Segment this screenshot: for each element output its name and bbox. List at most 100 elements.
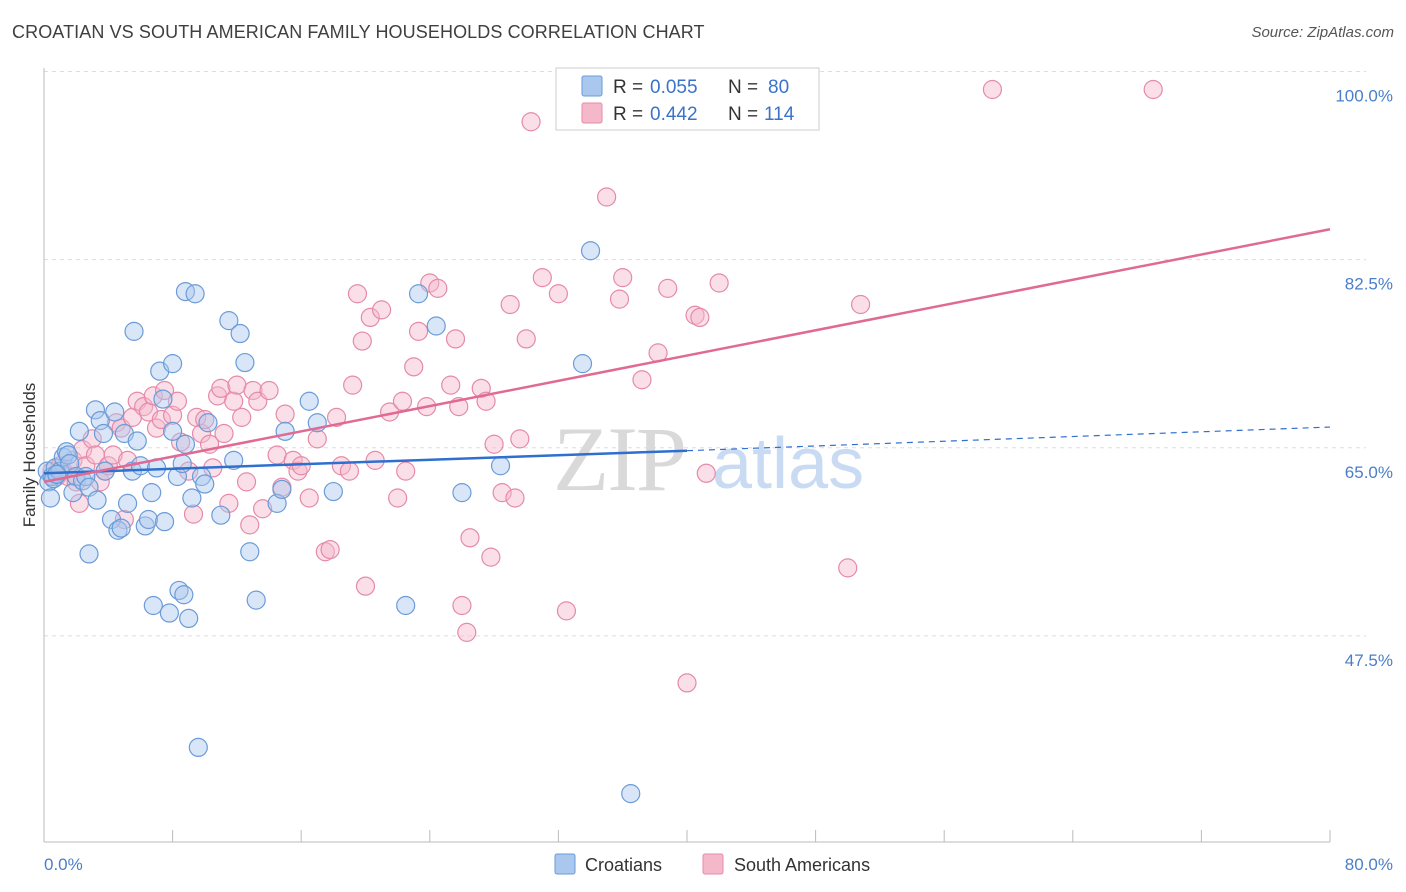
south-americans-point — [243, 380, 263, 401]
south-americans-point — [838, 558, 858, 578]
south-americans-point — [392, 391, 413, 411]
south-americans-point — [851, 294, 871, 315]
croatians-point — [111, 518, 131, 538]
croatians-point — [580, 241, 601, 261]
trendlines — [43, 228, 1331, 484]
croatians-point — [69, 421, 89, 441]
croatians-point — [153, 389, 173, 409]
south-americans-point — [240, 515, 260, 535]
croatians-point — [143, 595, 163, 616]
south-americans-point — [171, 432, 191, 452]
bottom-legend: Croatians South Americans — [554, 853, 870, 875]
south-americans-point — [103, 445, 123, 465]
croatians-point — [163, 421, 183, 441]
south-americans-point — [521, 112, 541, 132]
x-tick-label-max: 80.0% — [1345, 855, 1393, 874]
croatians-point — [138, 509, 159, 530]
legend-swatch-croatians — [581, 75, 603, 97]
croatians-trendline-extension — [686, 426, 1331, 452]
south-americans-point — [151, 409, 171, 430]
south-americans-trendline — [43, 228, 1331, 484]
croatians-point — [159, 603, 179, 623]
watermark: ZIP atlas — [553, 408, 864, 510]
south-americans-point — [982, 79, 1003, 100]
south-americans-point — [510, 429, 530, 449]
south-americans-point — [408, 321, 429, 341]
south-americans-point — [315, 542, 335, 562]
south-americans-point — [195, 409, 215, 430]
legend-n-value-croatians: 80 — [768, 77, 789, 98]
croatians-point — [396, 595, 416, 616]
south-americans-point — [500, 294, 520, 315]
south-americans-point — [339, 461, 360, 481]
croatians-point — [408, 284, 429, 304]
south-americans-point — [291, 456, 311, 476]
south-americans-points — [42, 79, 1163, 693]
south-americans-point — [1143, 79, 1163, 100]
croatians-point — [211, 505, 231, 525]
south-americans-point — [355, 576, 376, 596]
south-americans-point — [253, 499, 273, 519]
croatians-point — [154, 512, 175, 532]
watermark-atlas: atlas — [712, 424, 864, 504]
south-americans-point — [481, 547, 501, 567]
south-americans-point — [275, 404, 295, 424]
south-americans-point — [288, 461, 308, 481]
south-americans-point — [658, 278, 678, 298]
bottom-legend-swatch-south-americans — [702, 853, 724, 875]
legend-r-value-croatians: 0.055 — [650, 77, 698, 98]
legend-swatch-south-americans — [581, 102, 603, 124]
croatians-point — [105, 402, 125, 422]
bottom-legend-south-americans: South Americans — [734, 855, 870, 875]
watermark-zip: ZIP — [553, 408, 685, 510]
croatians-point — [219, 311, 239, 331]
x-tick-label-min: 0.0% — [44, 855, 83, 874]
south-americans-point — [457, 622, 477, 642]
croatians-point — [117, 493, 138, 513]
south-americans-point — [267, 445, 287, 465]
croatians-point — [124, 321, 144, 341]
croatians-point — [85, 400, 106, 420]
south-americans-point — [236, 472, 257, 492]
south-americans-point — [505, 488, 525, 508]
croatians-point — [275, 421, 295, 441]
croatians-trendline — [43, 449, 688, 475]
south-americans-point — [360, 307, 380, 327]
y-tick-label: 82.5% — [1345, 275, 1393, 294]
south-americans-point — [556, 601, 577, 621]
croatians-point — [299, 391, 319, 411]
legend-n-label-2: N = — [728, 104, 758, 125]
croatians-point — [185, 284, 205, 304]
legend-n-label-1: N = — [728, 77, 758, 98]
croatians-point — [490, 456, 511, 476]
south-americans-point — [227, 375, 247, 395]
croatians-point — [142, 483, 162, 503]
south-americans-point — [299, 488, 319, 508]
south-americans-point — [460, 528, 480, 548]
south-americans-point — [232, 407, 252, 427]
bottom-legend-swatch-croatians — [554, 853, 576, 875]
south-americans-point — [404, 357, 424, 377]
south-americans-point — [396, 461, 416, 481]
south-americans-point — [211, 378, 231, 398]
y-tick-label: 100.0% — [1335, 87, 1393, 106]
axes — [43, 68, 1331, 843]
croatians-point — [230, 323, 250, 344]
south-americans-point — [352, 331, 372, 351]
y-tick-labels: 47.5% 65.0% 82.5% 100.0% — [1335, 87, 1393, 670]
croatians-point — [127, 431, 147, 451]
legend-box: R = 0.055 N = 80 R = 0.442 N = 114 — [555, 67, 820, 131]
croatians-point — [174, 585, 194, 605]
south-americans-point — [214, 423, 234, 444]
south-americans-point — [709, 273, 729, 293]
south-americans-point — [696, 463, 716, 483]
south-americans-point — [371, 300, 392, 320]
south-americans-point — [326, 407, 347, 427]
croatians-point — [272, 479, 292, 499]
south-americans-point — [548, 284, 569, 304]
south-americans-point — [224, 391, 244, 411]
south-americans-point — [613, 268, 633, 288]
croatians-point — [452, 483, 472, 503]
south-americans-point — [445, 329, 466, 349]
croatians-points — [37, 241, 641, 804]
